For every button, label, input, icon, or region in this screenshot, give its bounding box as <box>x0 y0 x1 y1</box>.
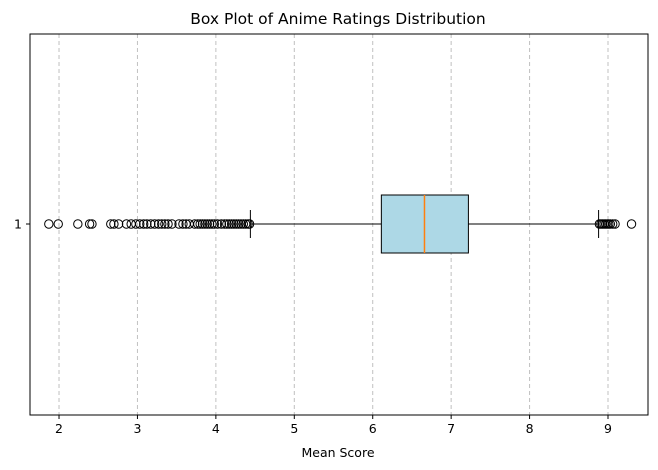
outlier-point <box>53 219 63 229</box>
outlier-point <box>608 219 618 229</box>
outlier-point <box>174 219 184 229</box>
box-group <box>249 194 600 254</box>
x-tick-label: 2 <box>55 421 63 436</box>
outlier-point <box>106 219 116 229</box>
outlier-point <box>233 219 244 229</box>
outlier-point <box>229 219 239 229</box>
outlier-point <box>207 219 217 229</box>
outlier-point <box>200 219 210 229</box>
outlier-point <box>626 219 637 229</box>
outlier-point <box>113 219 124 229</box>
outlier-point <box>222 219 232 229</box>
x-tick-label: 4 <box>212 421 220 436</box>
x-axis-label: Mean Score <box>301 445 374 460</box>
x-tick-label: 9 <box>604 421 612 436</box>
outlier-point <box>178 219 188 229</box>
outlier-point <box>160 219 170 229</box>
outlier-point <box>219 219 230 229</box>
outlier-point <box>610 219 620 229</box>
outlier-point <box>209 219 220 229</box>
outlier-point <box>212 219 223 229</box>
outlier-point <box>193 219 203 229</box>
outlier-point <box>224 219 234 229</box>
outlier-point <box>240 219 251 229</box>
outlier-point <box>142 219 152 229</box>
outlier-point <box>189 219 200 229</box>
outlier-point <box>131 219 141 229</box>
y-axis-ticks: 1 <box>14 217 30 232</box>
outlier-point <box>605 219 616 229</box>
outlier-point <box>73 219 83 229</box>
outlier-markers <box>44 219 637 229</box>
outlier-point <box>204 219 215 229</box>
outlier-point <box>153 219 164 229</box>
outlier-point <box>44 219 54 229</box>
outlier-point <box>202 219 212 229</box>
x-tick-label: 6 <box>369 421 377 436</box>
outlier-point <box>139 219 149 229</box>
outlier-point <box>163 219 173 229</box>
outlier-point <box>84 219 95 229</box>
chart-title: Box Plot of Anime Ratings Distribution <box>190 10 485 28</box>
outlier-point <box>167 219 177 229</box>
x-tick-label: 7 <box>447 421 455 436</box>
x-tick-label: 8 <box>526 421 534 436</box>
outlier-point <box>195 219 205 229</box>
outlier-point <box>121 219 132 229</box>
outlier-point <box>149 219 160 229</box>
outlier-point <box>146 219 156 229</box>
outlier-point <box>87 219 97 229</box>
outlier-point <box>238 219 249 229</box>
x-tick-label: 5 <box>290 421 298 436</box>
outlier-point <box>109 219 119 229</box>
outlier-point <box>157 219 167 229</box>
outlier-point <box>226 219 237 229</box>
y-tick-label: 1 <box>14 217 22 232</box>
outlier-point <box>135 219 145 229</box>
outlier-point <box>231 219 241 229</box>
outlier-point <box>244 219 255 229</box>
outlier-point <box>216 219 227 229</box>
outlier-point <box>197 219 208 229</box>
outlier-point <box>126 219 136 229</box>
x-axis-ticks: 2 3 4 5 6 7 8 9 <box>55 415 612 436</box>
x-tick-label: 3 <box>133 421 141 436</box>
